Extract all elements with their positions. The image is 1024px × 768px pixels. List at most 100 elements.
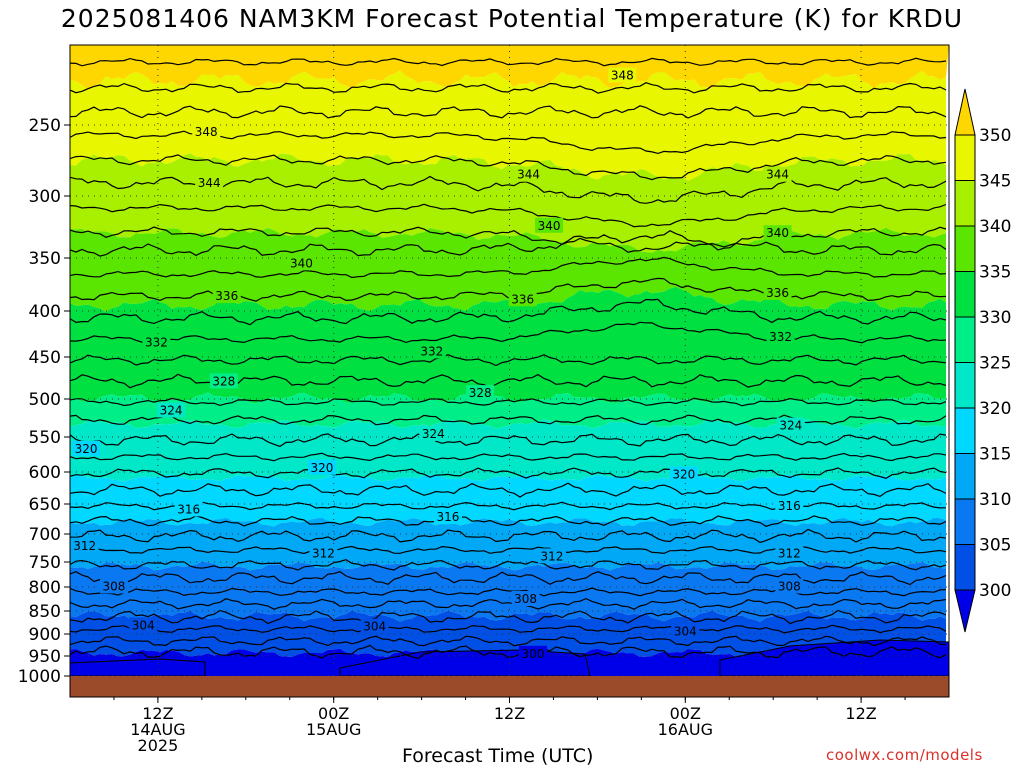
contour-label-bg — [419, 425, 448, 441]
contour-label: 320 — [311, 461, 334, 475]
contour-line — [70, 452, 947, 462]
x-tick-label: 12Z — [845, 704, 876, 723]
colorbar-swatch — [954, 271, 976, 318]
contour-line — [70, 154, 947, 181]
colorbar-label: 350 — [979, 126, 1011, 146]
contour-label: 304 — [674, 625, 697, 639]
contour-line — [70, 597, 947, 610]
contour-label: 316 — [177, 502, 200, 516]
colorbar-min-arrow — [954, 589, 976, 633]
x-tick-label: 2025 — [138, 736, 179, 755]
y-tick-label: 600 — [29, 463, 61, 483]
temperature-band — [70, 70, 946, 181]
contour-line — [70, 354, 947, 367]
contour-line — [70, 609, 947, 625]
contour-line — [70, 57, 947, 67]
contour-label-bg — [307, 459, 336, 475]
contour-label-bg — [671, 623, 700, 639]
contour-label-bg — [142, 334, 171, 350]
contour-label-bg — [287, 255, 316, 271]
contour-label: 340 — [290, 256, 313, 270]
x-tick-label: 00Z — [670, 704, 701, 723]
contour-label: 336 — [511, 292, 534, 306]
colorbar-swatch — [954, 225, 976, 272]
colorbar-swatch — [954, 362, 976, 409]
contour-line — [70, 515, 947, 527]
temperature-band — [70, 153, 946, 253]
colorbar-label: 300 — [979, 581, 1011, 601]
contour-line — [70, 482, 947, 498]
colorbar-label: 335 — [979, 263, 1011, 283]
contour-label: 320 — [672, 468, 695, 482]
contour-label: 304 — [363, 620, 386, 634]
x-tick-label: 00Z — [318, 704, 349, 723]
temperature-band — [70, 45, 949, 90]
contour-label-bg — [776, 417, 805, 433]
contour-label: 312 — [312, 547, 335, 561]
cold-pocket — [70, 658, 206, 677]
contour-label-bg — [608, 67, 637, 83]
contour-label: 340 — [538, 219, 561, 233]
colorbar-swatch — [954, 407, 976, 454]
contour-label: 328 — [469, 386, 492, 400]
y-tick-label: 400 — [29, 302, 61, 322]
contour-label-bg — [514, 166, 543, 182]
y-tick-label: 1000 — [18, 667, 61, 687]
contour-line — [70, 528, 947, 544]
y-tick-label: 800 — [29, 578, 61, 598]
contour-label: 336 — [215, 289, 238, 303]
y-tick-label: 450 — [29, 348, 61, 368]
cold-pockets — [70, 639, 949, 677]
contour-label: 312 — [541, 549, 564, 563]
x-tick-label: 12Z — [142, 704, 173, 723]
contour-label-bg — [192, 124, 221, 140]
y-tick-label: 700 — [29, 525, 61, 545]
colorbar-label: 330 — [979, 308, 1011, 328]
contour-line — [70, 624, 947, 634]
y-tick-label: 300 — [29, 187, 61, 207]
contour-line — [70, 571, 947, 586]
contour-label: 312 — [778, 547, 801, 561]
contour-label: 328 — [212, 374, 235, 388]
y-tick-label: 550 — [29, 428, 61, 448]
contour-line — [70, 82, 947, 94]
y-tick-label: 500 — [29, 390, 61, 410]
contour-label-bg — [775, 497, 804, 513]
contour-label-bg — [174, 501, 203, 517]
colorbar-swatch — [954, 453, 976, 500]
plot-area — [70, 45, 949, 697]
colorbar-label: 325 — [979, 354, 1011, 374]
contour-label: 316 — [437, 510, 460, 524]
colorbar: 300 305 310 315 320 325 330 335 340 345 350 — [954, 88, 1011, 633]
temperature-band — [70, 419, 946, 482]
contour-label-bg — [763, 166, 792, 182]
contour-label: 308 — [514, 592, 537, 606]
contour-label: 304 — [132, 618, 155, 632]
contour-label-bg — [309, 545, 338, 561]
x-axis-title: Forecast Time (UTC) — [402, 745, 594, 767]
contour-line — [70, 256, 947, 279]
y-tick-label: 850 — [29, 602, 61, 622]
contour-line — [70, 105, 947, 119]
x-tick-label: 12Z — [494, 704, 525, 723]
y-tick-label: 900 — [29, 625, 61, 645]
contour-label-bg — [763, 225, 792, 241]
contour-label-bg — [466, 385, 495, 401]
contour-label: 324 — [422, 427, 445, 441]
colorbar-label: 340 — [979, 217, 1011, 237]
y-tick-label: 750 — [29, 553, 61, 573]
colorbar-label: 320 — [979, 399, 1011, 419]
contour-label: 324 — [160, 403, 183, 417]
contour-label-bg — [537, 548, 566, 564]
x-tick-label: 15AUG — [306, 720, 361, 739]
colorbar-label: 345 — [979, 172, 1011, 192]
x-tick-label: 14AUG — [130, 720, 185, 739]
contour-line — [70, 397, 947, 407]
contour-label: 308 — [102, 580, 125, 594]
colorbar-swatch — [954, 134, 976, 181]
temperature-band — [70, 227, 946, 312]
temperature-band — [70, 474, 946, 527]
y-axis: 250 300 350 400 450 500 550 600 650 700 750 800 850 9… — [18, 116, 70, 687]
contour-label-bg — [535, 217, 564, 233]
